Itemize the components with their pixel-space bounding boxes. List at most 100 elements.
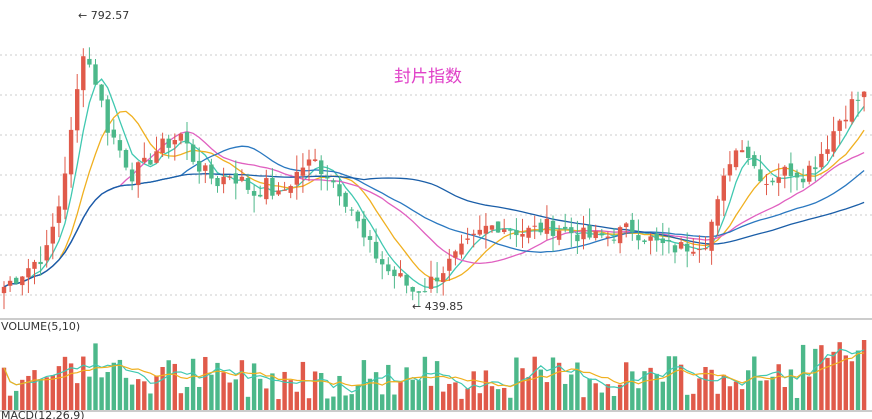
candle-body — [471, 233, 476, 235]
volume-bar — [605, 384, 611, 410]
volume-bar — [380, 394, 385, 410]
candle-body — [691, 251, 696, 254]
ma20-line — [3, 131, 865, 288]
candle-body — [215, 177, 220, 187]
volume-bar — [178, 393, 184, 410]
candle-body — [849, 99, 855, 122]
candle-body — [685, 243, 690, 252]
volume-bar — [709, 369, 714, 410]
volume-bar — [68, 363, 74, 410]
candle-body — [666, 240, 672, 242]
volume-bar — [581, 397, 586, 410]
candle-body — [20, 276, 25, 286]
volume-indicator-label: VOLUME(5,10) — [1, 320, 80, 333]
candle-body — [117, 140, 123, 151]
candle-body — [355, 211, 360, 222]
candle-body — [197, 160, 202, 172]
volume-bar — [87, 376, 92, 410]
volume-bar — [782, 387, 787, 410]
candle-body — [172, 140, 177, 145]
candle-body — [331, 180, 336, 183]
volume-bar — [593, 383, 598, 410]
candles — [1, 47, 867, 310]
volume-bar — [136, 379, 141, 410]
volume-bar — [807, 376, 812, 410]
volume-bar — [624, 362, 629, 410]
candle-body — [343, 192, 348, 207]
candle-body — [203, 165, 208, 171]
candle-body — [270, 177, 275, 196]
volume-bar — [264, 388, 269, 410]
candle-body — [129, 169, 135, 182]
candle-body — [520, 233, 525, 237]
candle-body — [251, 191, 257, 196]
volume-bar — [556, 362, 562, 410]
candle-body — [325, 176, 330, 179]
volume-bar — [1, 367, 7, 410]
candle-body — [441, 273, 446, 283]
volume-bar — [160, 367, 165, 410]
volume-bar — [129, 384, 135, 410]
moving-average-lines — [3, 78, 865, 289]
candle-body — [733, 150, 739, 168]
candle-body — [398, 273, 403, 277]
candle-body — [483, 225, 489, 234]
candle-body — [624, 223, 629, 228]
candle-body — [532, 225, 537, 227]
candle-body — [410, 287, 415, 292]
macd-indicator-label: MACD(12,26,9) — [1, 409, 85, 419]
candle-body — [227, 176, 232, 178]
volume-bar — [294, 391, 299, 410]
candle-body — [367, 236, 373, 240]
volume-bar — [62, 356, 68, 410]
volume-bar — [312, 371, 318, 410]
candle-body — [258, 194, 263, 197]
candle-body — [861, 91, 867, 98]
volume-bar — [81, 356, 86, 410]
volume-bar — [319, 372, 324, 410]
volume-bar — [563, 383, 568, 410]
volume-bar — [758, 380, 763, 410]
volume-bar — [331, 396, 336, 410]
volume-bar — [117, 359, 123, 410]
candle-body — [715, 199, 720, 226]
volume-bar — [447, 383, 452, 410]
candle-body — [642, 240, 647, 242]
volume-bar — [428, 385, 434, 410]
volume-bar — [93, 343, 98, 410]
candle-body — [752, 155, 757, 167]
candle-body — [160, 138, 165, 153]
volume-bar — [184, 386, 190, 410]
volume-bar — [404, 367, 409, 410]
candle-body — [782, 166, 787, 176]
volume-bar — [617, 384, 623, 410]
candle-body — [788, 163, 794, 177]
candle-body — [142, 157, 147, 162]
candle-body — [447, 258, 452, 271]
volume-bar — [465, 388, 470, 410]
volume-bar — [245, 396, 251, 410]
candle-body — [264, 178, 269, 200]
candle-body — [764, 183, 769, 185]
candle-body — [477, 229, 482, 235]
volume-bar — [44, 377, 49, 410]
candle-body — [813, 167, 818, 170]
candle-body — [489, 225, 495, 230]
volume-bar — [550, 357, 556, 410]
volume-bar — [776, 364, 781, 410]
volume-bar — [392, 394, 397, 410]
volume-bar — [733, 381, 739, 410]
volume-bar — [691, 393, 696, 410]
volume-bar — [746, 370, 751, 410]
candle-body — [62, 173, 68, 210]
candle-body — [709, 221, 714, 251]
candle-body — [807, 165, 812, 182]
volume-bar — [56, 366, 62, 410]
candle-body — [758, 169, 763, 182]
candle-body — [502, 229, 507, 233]
candle-body — [136, 162, 141, 186]
candle-body — [550, 220, 556, 236]
candle-body — [276, 190, 281, 195]
candle-body — [306, 159, 312, 166]
